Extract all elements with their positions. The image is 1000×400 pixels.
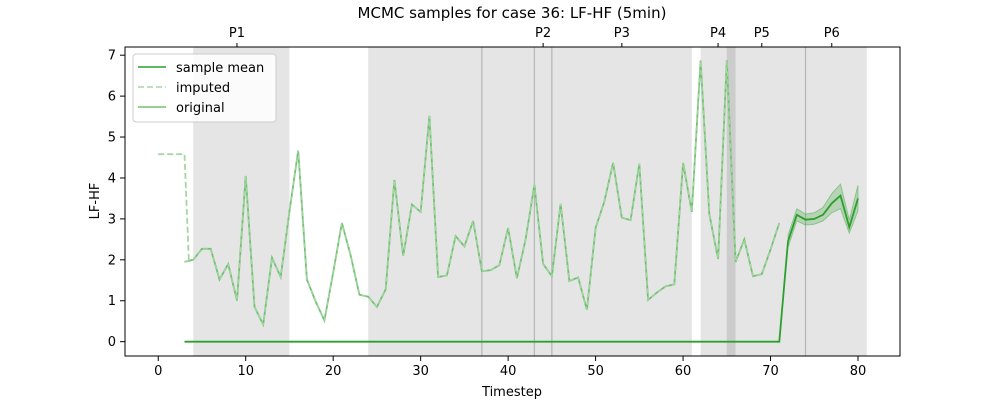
series-layer xyxy=(158,60,859,343)
phase-label-p6: P6 xyxy=(824,26,840,41)
axis-layer: 0 10 20 30 40 50 60 70 80 0 1 2 3 4 5 6 7 xyxy=(108,49,867,379)
plot-frame xyxy=(124,46,901,357)
phase-layer: P1 P2 P3 P4 P5 P6 xyxy=(193,26,867,356)
y-axis-label: LF-HF xyxy=(88,183,103,220)
legend-box xyxy=(132,53,277,123)
y-tick-label: 7 xyxy=(108,49,116,64)
phase-region-p2 xyxy=(368,47,552,356)
x-tick-label: 40 xyxy=(500,364,517,379)
phase-label-p4: P4 xyxy=(710,26,726,41)
phase-label-p2: P2 xyxy=(535,26,551,41)
chart-title: MCMC samples for case 36: LF-HF (5min) xyxy=(358,4,667,22)
x-tick-label: 60 xyxy=(675,364,692,379)
x-tick-label: 70 xyxy=(762,364,779,379)
legend-label-mean: sample mean xyxy=(176,61,264,76)
uncertainty-band xyxy=(787,183,859,248)
y-tick-label: 1 xyxy=(108,294,116,309)
phase-overlap-region xyxy=(726,47,736,356)
x-tick-label: 80 xyxy=(850,364,867,379)
y-tick-label: 2 xyxy=(108,253,116,268)
y-tick-label: 3 xyxy=(108,212,116,227)
phase-region-p3 xyxy=(551,47,692,356)
phase-region-p5 xyxy=(726,47,806,356)
imputed-overlay-line xyxy=(184,60,780,327)
x-tick-label: 10 xyxy=(237,364,254,379)
x-tick-label: 50 xyxy=(587,364,604,379)
x-tick-label: 20 xyxy=(325,364,342,379)
phase-label-p3: P3 xyxy=(614,26,630,41)
legend-label-imputed: imputed xyxy=(176,81,230,96)
legend-label-original: original xyxy=(176,101,225,116)
phase-label-p5: P5 xyxy=(754,26,770,41)
sample-mean-line xyxy=(184,193,859,343)
x-tick-label: 0 xyxy=(154,364,162,379)
y-tick-label: 0 xyxy=(108,335,116,350)
y-tick-label: 5 xyxy=(108,131,116,146)
legend: sample mean imputed original xyxy=(132,53,277,123)
y-tick-label: 4 xyxy=(108,171,116,186)
imputed-series-line xyxy=(158,153,190,262)
phase-label-p1: P1 xyxy=(229,26,245,41)
y-tick-label: 6 xyxy=(108,90,116,105)
x-tick-label: 30 xyxy=(412,364,429,379)
x-axis-label: Timestep xyxy=(481,385,542,400)
